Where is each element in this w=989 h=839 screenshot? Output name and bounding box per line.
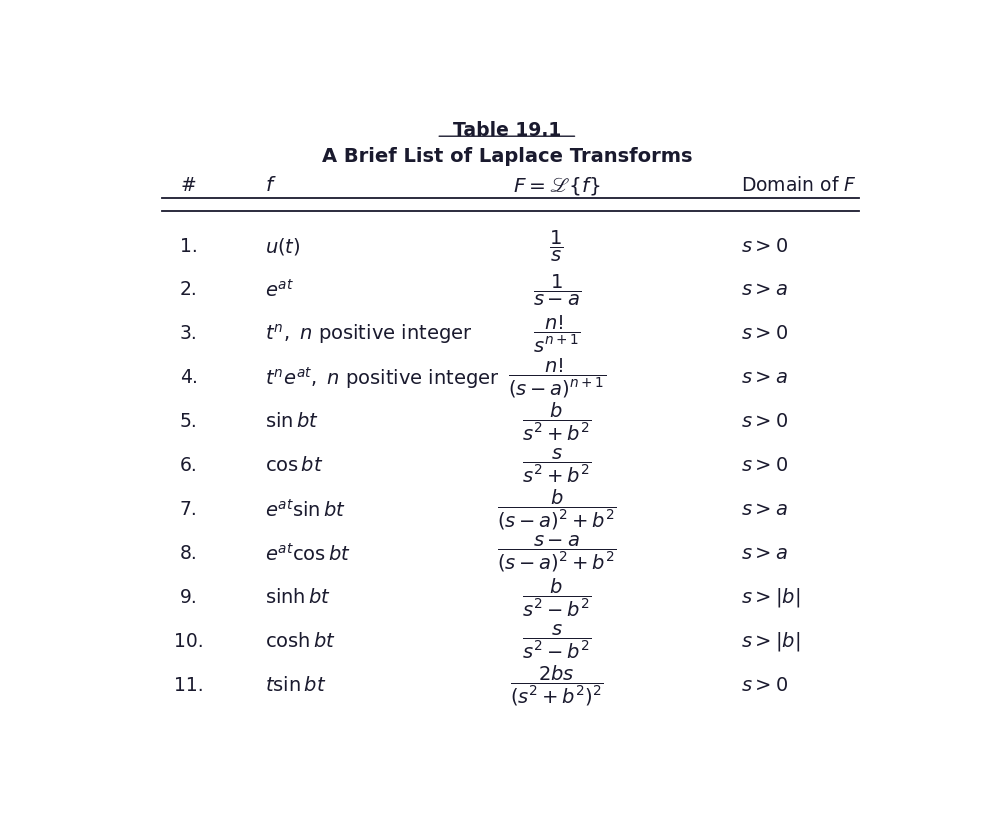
Text: $F = \mathscr{L}\{f\}$: $F = \mathscr{L}\{f\}$	[513, 175, 600, 197]
Text: $s > 0$: $s > 0$	[741, 456, 787, 475]
Text: 11.: 11.	[174, 676, 204, 695]
Text: $e^{at}\sin bt$: $e^{at}\sin bt$	[265, 498, 346, 520]
Text: Domain of $F$: Domain of $F$	[741, 176, 856, 195]
Text: $\dfrac{2bs}{(s^{2}+b^{2})^{2}}$: $\dfrac{2bs}{(s^{2}+b^{2})^{2}}$	[509, 663, 603, 707]
Text: $\dfrac{s-a}{(s-a)^{2}+b^{2}}$: $\dfrac{s-a}{(s-a)^{2}+b^{2}}$	[496, 534, 616, 574]
Text: $f$: $f$	[265, 176, 277, 195]
Text: 5.: 5.	[180, 412, 198, 431]
Text: $s > a$: $s > a$	[741, 544, 787, 563]
Text: $s > a$: $s > a$	[741, 500, 787, 519]
Text: $s > 0$: $s > 0$	[741, 676, 787, 695]
Text: $\dfrac{n!}{s^{n+1}}$: $\dfrac{n!}{s^{n+1}}$	[533, 313, 581, 355]
Text: 3.: 3.	[180, 325, 198, 343]
Text: $s > |b|$: $s > |b|$	[741, 630, 800, 653]
Text: $e^{at}$: $e^{at}$	[265, 279, 295, 301]
Text: $\dfrac{b}{s^{2}+b^{2}}$: $\dfrac{b}{s^{2}+b^{2}}$	[522, 400, 591, 443]
Text: 4.: 4.	[180, 368, 198, 388]
Text: $s > a$: $s > a$	[741, 280, 787, 300]
Text: $s > 0$: $s > 0$	[741, 237, 787, 256]
Text: $\dfrac{1}{s-a}$: $\dfrac{1}{s-a}$	[533, 273, 581, 308]
Text: $t^{n},\ n$ positive integer: $t^{n},\ n$ positive integer	[265, 322, 473, 346]
Text: $\dfrac{n!}{(s-a)^{n+1}}$: $\dfrac{n!}{(s-a)^{n+1}}$	[507, 356, 605, 399]
Text: $\dfrac{1}{s}$: $\dfrac{1}{s}$	[550, 228, 564, 263]
Text: A Brief List of Laplace Transforms: A Brief List of Laplace Transforms	[321, 147, 692, 166]
Text: $t^{n}e^{at},\ n$ positive integer: $t^{n}e^{at},\ n$ positive integer	[265, 365, 500, 391]
Text: $e^{at}\cos bt$: $e^{at}\cos bt$	[265, 543, 351, 565]
Text: $\dfrac{s}{s^{2}+b^{2}}$: $\dfrac{s}{s^{2}+b^{2}}$	[522, 446, 591, 485]
Text: $\sin bt$: $\sin bt$	[265, 412, 319, 431]
Text: $s > a$: $s > a$	[741, 368, 787, 388]
Text: 10.: 10.	[174, 632, 204, 651]
Text: $\dfrac{b}{s^{2}-b^{2}}$: $\dfrac{b}{s^{2}-b^{2}}$	[522, 576, 591, 619]
Text: $\sinh bt$: $\sinh bt$	[265, 588, 331, 607]
Text: $\cos bt$: $\cos bt$	[265, 456, 324, 475]
Text: Table 19.1: Table 19.1	[453, 122, 561, 140]
Text: 6.: 6.	[180, 456, 198, 475]
Text: $\cosh bt$: $\cosh bt$	[265, 632, 336, 651]
Text: 1.: 1.	[180, 237, 198, 256]
Text: $u(t)$: $u(t)$	[265, 236, 301, 257]
Text: 7.: 7.	[180, 500, 198, 519]
Text: 2.: 2.	[180, 280, 198, 300]
Text: #: #	[181, 176, 197, 195]
Text: $s > 0$: $s > 0$	[741, 412, 787, 431]
Text: $s > |b|$: $s > |b|$	[741, 586, 800, 609]
Text: $\dfrac{s}{s^{2}-b^{2}}$: $\dfrac{s}{s^{2}-b^{2}}$	[522, 623, 591, 660]
Text: $\dfrac{b}{(s-a)^{2}+b^{2}}$: $\dfrac{b}{(s-a)^{2}+b^{2}}$	[496, 487, 616, 532]
Text: $s > 0$: $s > 0$	[741, 325, 787, 343]
Text: 8.: 8.	[180, 544, 198, 563]
Text: $t\sin bt$: $t\sin bt$	[265, 676, 326, 695]
Text: 9.: 9.	[180, 588, 198, 607]
